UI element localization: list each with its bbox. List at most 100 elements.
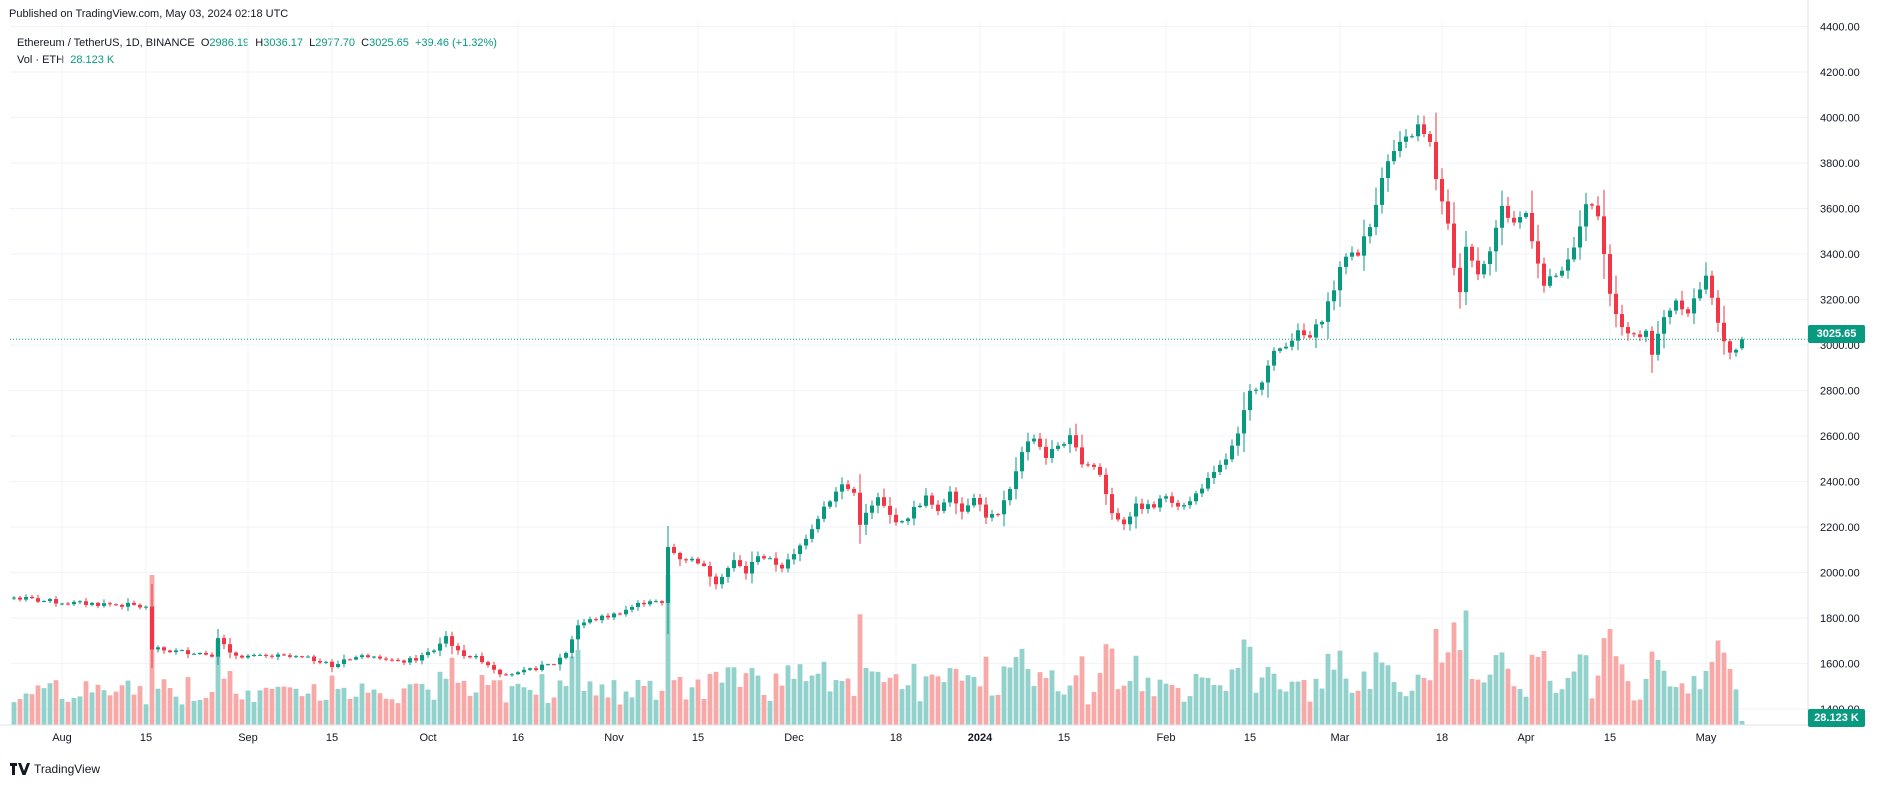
x-tick-label: Apr	[1517, 732, 1534, 744]
candle-body	[1098, 466, 1102, 475]
volume-bar	[1709, 661, 1715, 725]
candle-body	[1530, 212, 1534, 242]
candle-body	[1740, 339, 1744, 349]
volume-bar	[215, 639, 221, 725]
volume-bar	[539, 674, 545, 725]
volume-bar	[1547, 680, 1553, 725]
tradingview-logo[interactable]: TradingView	[10, 762, 100, 776]
candle-body	[1386, 161, 1390, 179]
candle-body	[384, 658, 388, 660]
volume-bar	[335, 689, 341, 725]
candle-body	[1410, 136, 1414, 138]
volume-bar	[1655, 659, 1661, 725]
volume-bar	[413, 683, 419, 725]
candle-body	[792, 554, 796, 560]
volume-bar	[1187, 696, 1193, 725]
x-tick-label: Mar	[1331, 732, 1350, 744]
chart-legend: Ethereum / TetherUS, 1D, BINANCE O2986.1…	[17, 35, 497, 69]
candle-body	[648, 601, 652, 605]
candle-body	[396, 659, 400, 661]
candle-body	[1392, 151, 1396, 162]
volume-bar	[311, 684, 317, 725]
candle-body	[618, 613, 622, 615]
volume-bar	[71, 698, 77, 725]
volume-bar	[95, 684, 101, 725]
volume-bar	[305, 693, 311, 725]
candle-body	[870, 505, 874, 513]
volume-bar	[1529, 654, 1535, 725]
y-tick-label: 3400.00	[1820, 249, 1860, 261]
volume-bar	[257, 690, 263, 725]
candle-body	[1020, 452, 1024, 472]
candle-body	[1122, 519, 1126, 525]
candle-body	[1518, 217, 1522, 223]
x-tick-label: 15	[140, 732, 152, 744]
volume-bar	[581, 690, 587, 725]
volume-bar	[1025, 669, 1031, 725]
volume-bar	[545, 702, 551, 725]
candle-body	[1050, 448, 1054, 458]
candle-body	[900, 521, 904, 523]
candle-body	[1668, 310, 1672, 318]
candle-body	[1578, 226, 1582, 248]
candle-body	[1116, 513, 1120, 520]
candle-body	[234, 652, 238, 656]
candle-body	[756, 556, 760, 562]
candle-body	[24, 597, 28, 600]
volume-bar	[11, 702, 17, 725]
candle-body	[1584, 204, 1588, 227]
volume-bar	[101, 690, 107, 725]
candle-body	[1548, 276, 1552, 286]
volume-bar	[1619, 664, 1625, 725]
candle-body	[1164, 496, 1168, 499]
candle-body	[402, 660, 406, 663]
volume-bar	[389, 699, 395, 725]
volume-bar	[863, 667, 869, 725]
volume-bar	[599, 684, 605, 725]
candle-body	[354, 657, 358, 660]
candle-body	[690, 558, 694, 561]
volume-bar	[1415, 674, 1421, 725]
candle-body	[1680, 300, 1684, 310]
candle-body	[1278, 348, 1282, 351]
volume-bar	[881, 682, 887, 725]
volume-bar	[1139, 691, 1145, 725]
symbol-label[interactable]: Ethereum / TetherUS, 1D, BINANCE	[17, 37, 195, 49]
volume-bar	[971, 676, 977, 725]
candle-body	[576, 625, 580, 640]
y-tick-label: 4400.00	[1820, 22, 1860, 34]
y-tick-label: 4000.00	[1820, 113, 1860, 125]
candle-body	[930, 495, 934, 505]
candle-body	[564, 652, 568, 658]
candle-body	[786, 559, 790, 569]
volume-bar	[791, 678, 797, 725]
volume-bar	[227, 671, 233, 725]
volume-bar	[917, 701, 923, 725]
candle-body	[1554, 275, 1558, 277]
open-value: 2986.19	[209, 37, 250, 49]
volume-bar	[1625, 681, 1631, 725]
volume-bar	[977, 686, 983, 725]
candle-body	[1026, 441, 1030, 453]
candle-body	[1506, 205, 1510, 218]
candle-body	[258, 654, 262, 656]
x-tick-label: Aug	[52, 732, 72, 744]
volume-bar	[41, 688, 47, 725]
volume-bar	[887, 677, 893, 725]
x-tick-label: May	[1696, 732, 1717, 744]
volume-bar	[1721, 652, 1727, 725]
volume-bar	[323, 699, 329, 725]
candle-body	[54, 599, 58, 604]
volume-bar	[1733, 689, 1739, 725]
candle-body	[696, 558, 700, 564]
volume-bar	[587, 681, 593, 725]
volume-bar	[17, 699, 23, 725]
candle-body	[168, 650, 172, 653]
candle-body	[420, 655, 424, 661]
volume-bar	[329, 675, 335, 725]
candle-body	[156, 647, 160, 650]
candle-body	[708, 565, 712, 577]
volume-bar	[1643, 678, 1649, 725]
volume-label[interactable]: Vol · ETH	[17, 54, 65, 66]
